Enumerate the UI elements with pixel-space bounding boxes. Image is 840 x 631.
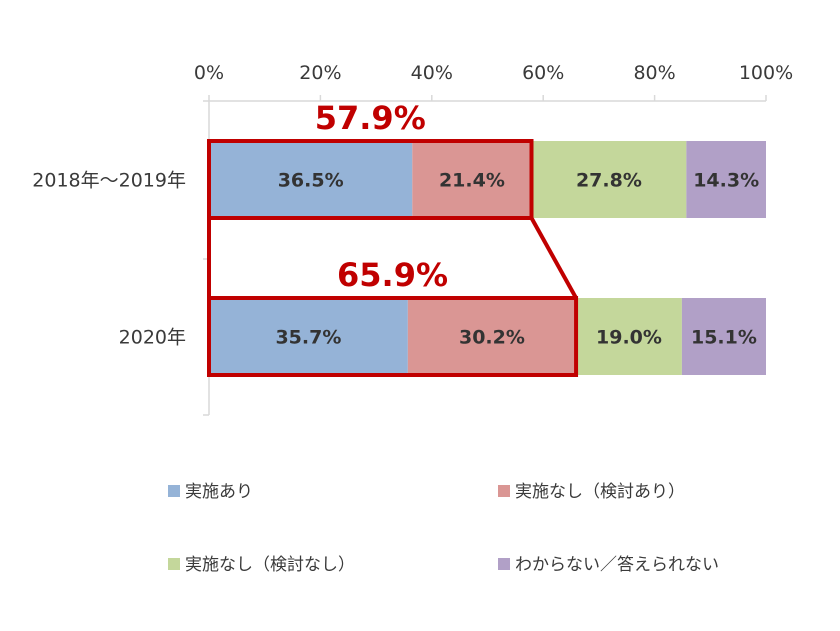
bar-value-label: 36.5% <box>278 170 344 192</box>
highlights: 57.9% 65.9% <box>207 99 579 377</box>
highlight-box <box>207 139 534 220</box>
bar-value-label: 14.3% <box>693 170 759 192</box>
bar-segment <box>407 298 577 375</box>
bar-segment <box>686 141 766 218</box>
bar-segment <box>681 298 766 375</box>
category-label: 2018年～2019年 <box>32 170 186 192</box>
bar-value-label: 35.7% <box>275 327 341 349</box>
legend: 実施あり 実施なし（検討あり） 実施なし（検討なし） わからない／答えられない <box>168 482 719 575</box>
bars: 36.5% 21.4% 27.8% 14.3% 35.7% 30.2% 19.0% 15.1% <box>209 141 766 375</box>
bar-segment <box>209 141 413 218</box>
bar-segment <box>209 298 408 375</box>
legend-label: わからない／答えられない <box>515 555 719 575</box>
x-tick-label: 80% <box>633 62 675 84</box>
legend-swatch <box>168 558 180 570</box>
x-tick-label: 0% <box>194 62 224 84</box>
legend-label: 実施あり <box>185 482 253 502</box>
highlight-connector-right <box>529 217 578 299</box>
category-label: 2020年 <box>119 327 186 349</box>
x-tick-label: 20% <box>299 62 341 84</box>
legend-swatch <box>498 558 510 570</box>
x-tick-label: 60% <box>522 62 564 84</box>
axis: 0% 20% 40% 60% 80% 100% 2018年～2019年 2020年 <box>32 62 793 416</box>
x-tick-label: 40% <box>411 62 453 84</box>
bar-value-label: 15.1% <box>691 327 757 349</box>
legend-swatch <box>168 485 180 497</box>
bar-segment <box>412 141 532 218</box>
bar-value-label: 19.0% <box>596 327 662 349</box>
x-tick-label: 100% <box>739 62 793 84</box>
bar-value-label: 21.4% <box>439 170 505 192</box>
bar-segment <box>576 298 682 375</box>
legend-swatch <box>498 485 510 497</box>
bar-value-label: 30.2% <box>459 327 525 349</box>
bar-value-label: 27.8% <box>576 170 642 192</box>
bar-segment <box>531 141 687 218</box>
highlight-total-label: 65.9% <box>337 256 448 294</box>
highlight-box <box>207 296 579 377</box>
legend-label: 実施なし（検討なし） <box>185 555 355 575</box>
legend-label: 実施なし（検討あり） <box>515 482 685 502</box>
highlight-total-label: 57.9% <box>315 99 426 137</box>
